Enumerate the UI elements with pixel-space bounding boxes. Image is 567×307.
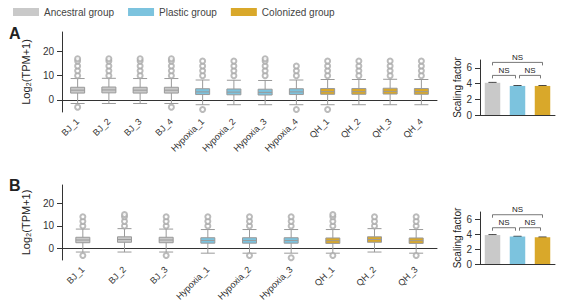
svg-text:QH_2: QH_2: [339, 116, 363, 140]
svg-text:NS: NS: [512, 53, 523, 62]
svg-text:QH_4: QH_4: [401, 116, 425, 140]
svg-text:BJ_2: BJ_2: [91, 116, 113, 138]
svg-text:0: 0: [48, 94, 54, 105]
svg-text:Hypoxia_1: Hypoxia_1: [169, 116, 207, 154]
svg-text:QH_1: QH_1: [313, 264, 337, 288]
svg-text:4: 4: [466, 229, 472, 240]
svg-text:QH_2: QH_2: [354, 264, 378, 288]
svg-text:NS: NS: [498, 66, 509, 75]
svg-text:Scaling factor: Scaling factor: [452, 207, 463, 268]
svg-text:Ancestral group: Ancestral group: [44, 7, 114, 18]
svg-text:NS: NS: [498, 218, 509, 227]
svg-text:NS: NS: [524, 218, 535, 227]
svg-text:Hypoxia_4: Hypoxia_4: [263, 116, 300, 153]
svg-text:2: 2: [466, 94, 472, 105]
svg-text:Hypoxia_3: Hypoxia_3: [258, 264, 295, 301]
svg-text:0: 0: [466, 259, 472, 270]
svg-text:BJ_1: BJ_1: [60, 116, 82, 138]
svg-text:BJ_4: BJ_4: [153, 116, 175, 138]
svg-text:BJ_1: BJ_1: [65, 264, 87, 286]
svg-text:BJ_2: BJ_2: [106, 264, 128, 286]
svg-text:0: 0: [48, 243, 54, 254]
svg-text:Hypoxia_1: Hypoxia_1: [174, 264, 211, 301]
svg-text:4: 4: [466, 78, 472, 89]
svg-text:10: 10: [43, 220, 55, 231]
svg-text:20: 20: [43, 198, 55, 209]
svg-text:A: A: [9, 25, 21, 42]
svg-text:10: 10: [43, 70, 55, 81]
svg-text:Scaling factor: Scaling factor: [452, 57, 463, 118]
svg-text:Log₂(TPM+1): Log₂(TPM+1): [20, 39, 32, 105]
svg-text:B: B: [9, 177, 21, 194]
svg-text:NS: NS: [524, 66, 535, 75]
svg-text:Hypoxia_2: Hypoxia_2: [200, 116, 238, 154]
svg-text:Colonized group: Colonized group: [262, 7, 335, 18]
svg-text:NS: NS: [512, 205, 523, 214]
svg-text:Hypoxia_3: Hypoxia_3: [231, 116, 269, 154]
svg-text:2: 2: [466, 244, 472, 255]
svg-text:20: 20: [43, 46, 55, 57]
svg-text:Log₂(TPM+1): Log₂(TPM+1): [20, 190, 32, 256]
svg-text:QH_1: QH_1: [307, 116, 331, 140]
svg-text:Plastic group: Plastic group: [159, 7, 217, 18]
svg-text:BJ_3: BJ_3: [148, 264, 170, 286]
svg-text:BJ_3: BJ_3: [122, 116, 144, 138]
svg-text:6: 6: [466, 62, 472, 73]
svg-text:Hypoxia_2: Hypoxia_2: [216, 264, 253, 301]
svg-text:6: 6: [466, 214, 472, 225]
svg-text:QH_3: QH_3: [370, 116, 394, 140]
svg-text:0: 0: [466, 110, 472, 121]
svg-text:QH_3: QH_3: [396, 264, 420, 288]
